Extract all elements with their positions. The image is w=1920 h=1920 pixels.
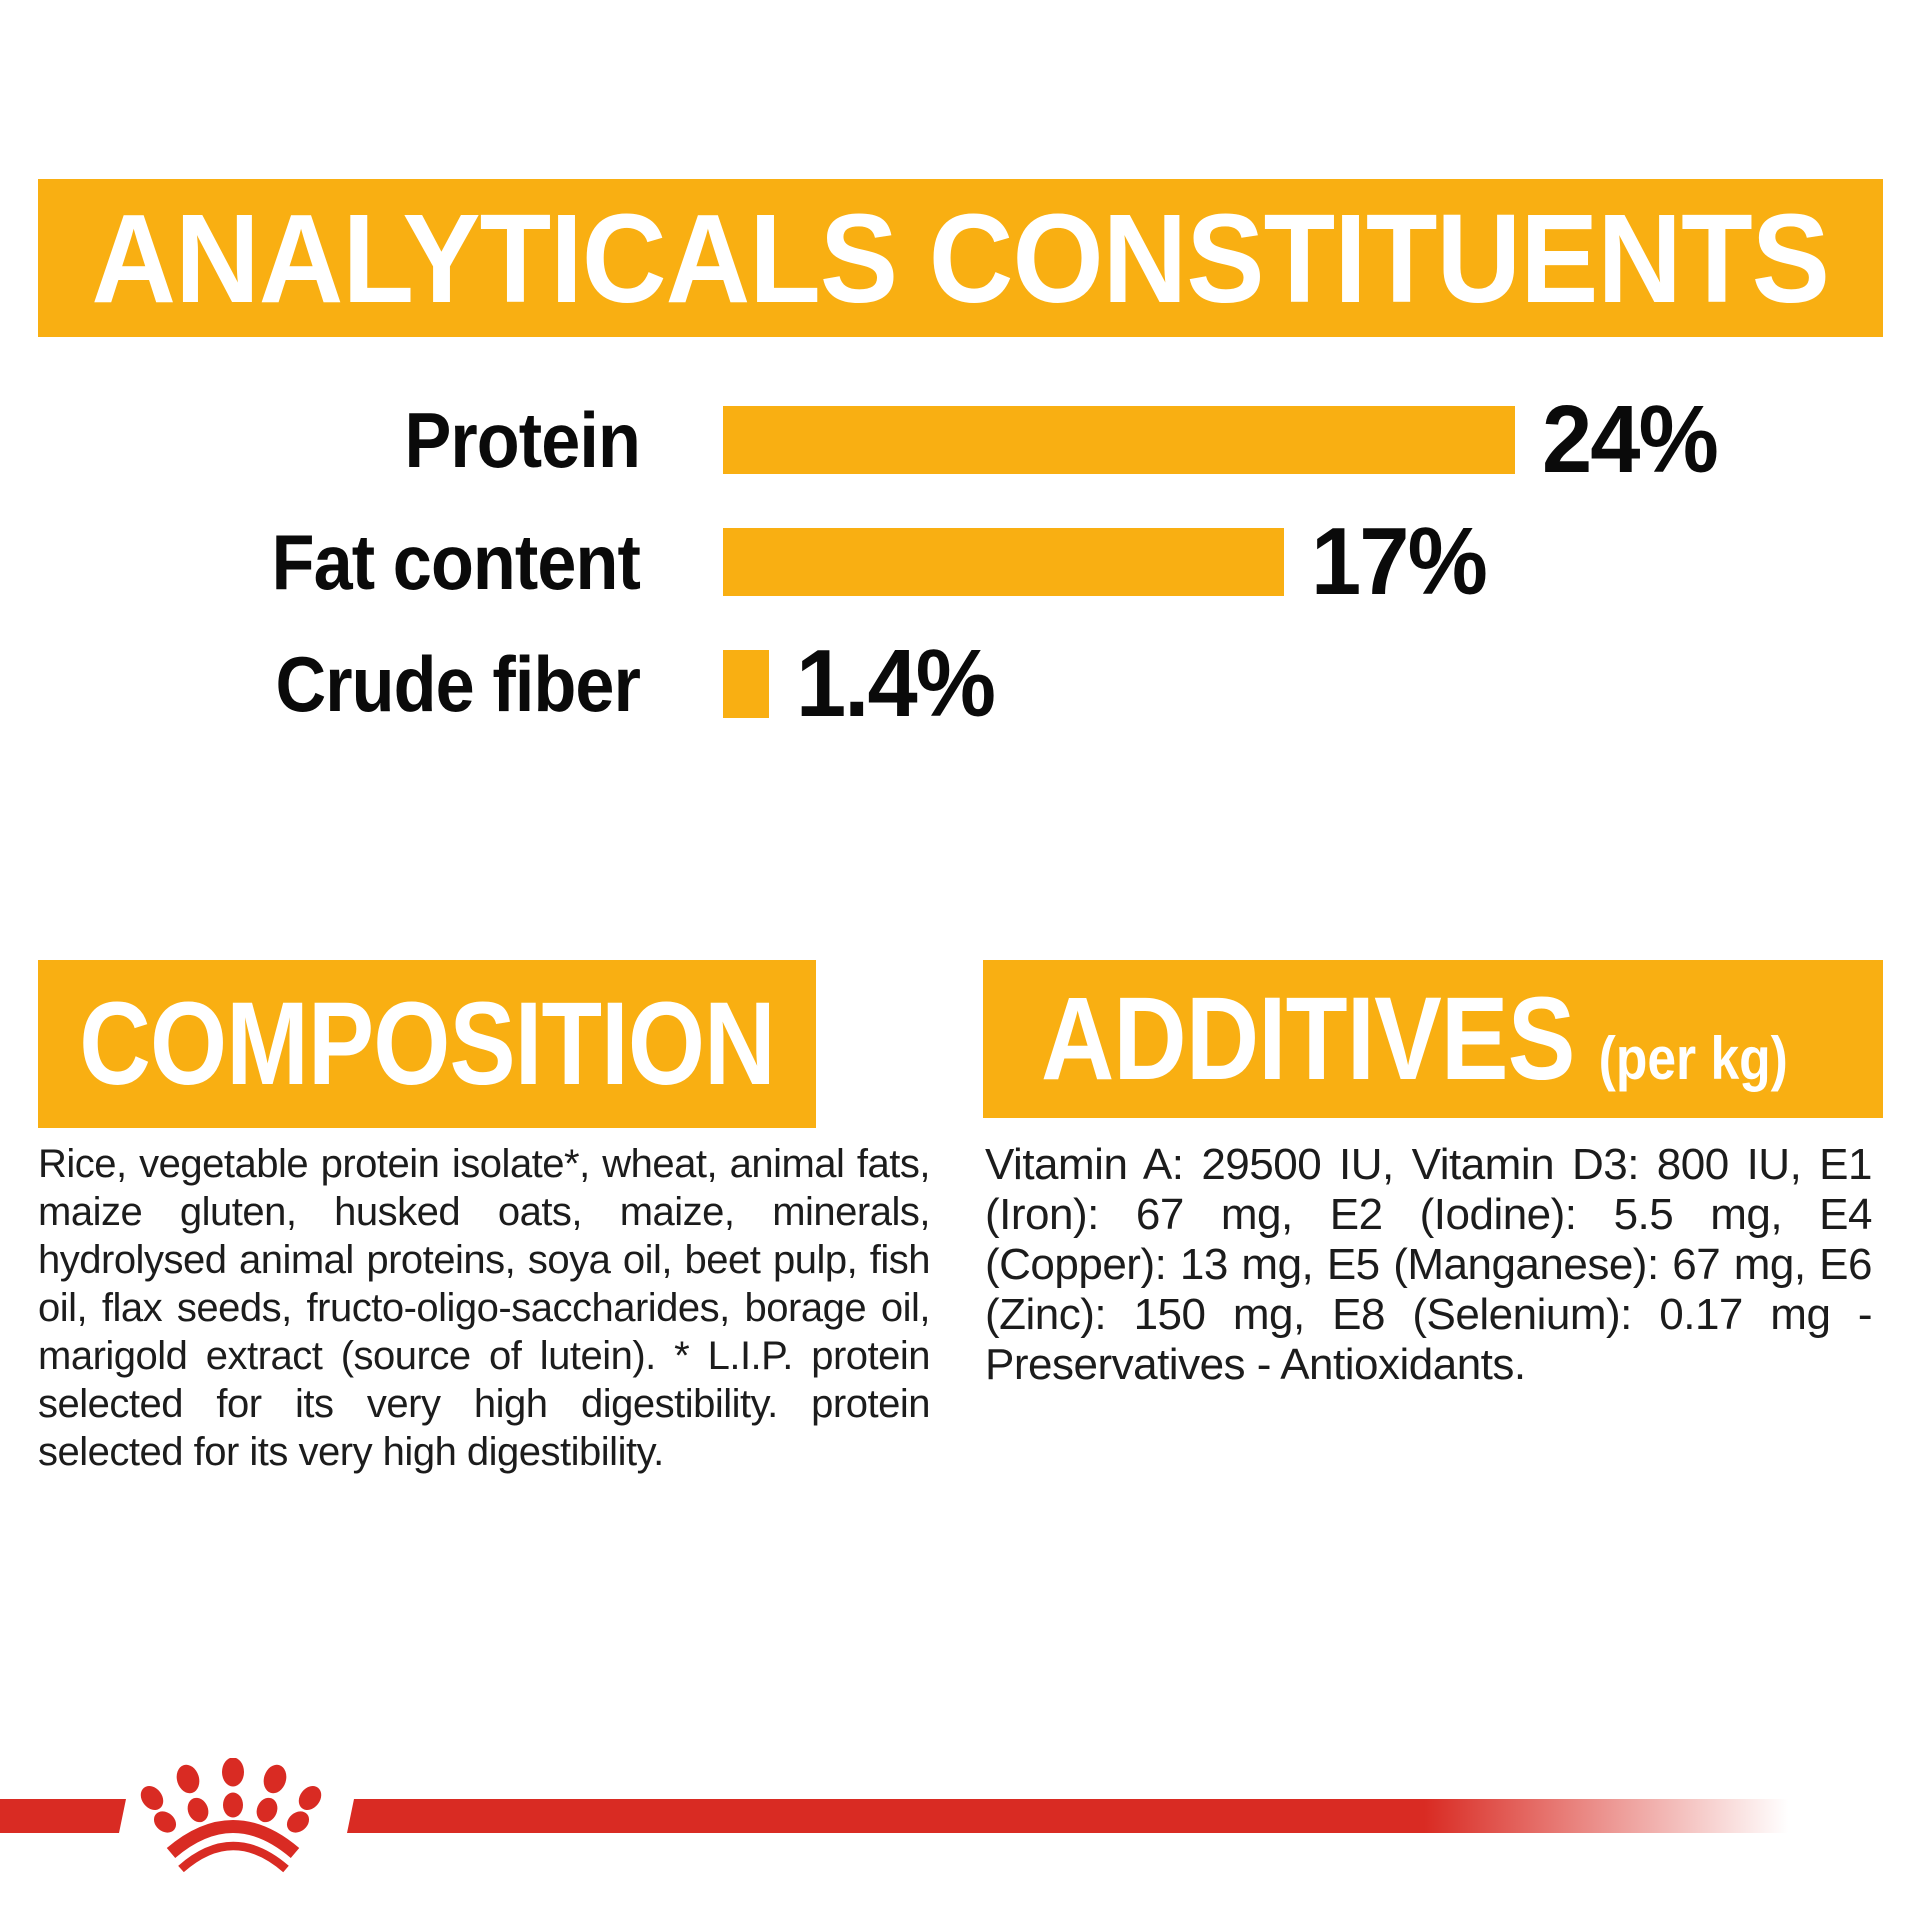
- composition-header-box: COMPOSITION: [38, 960, 816, 1128]
- chart-bar-protein: [723, 406, 1515, 474]
- chart-row-protein: Protein 24%: [0, 386, 1728, 493]
- royal-canin-crown-logo: [140, 1758, 322, 1873]
- brand-band-right: [347, 1799, 1803, 1833]
- chart-label-crude-fiber: Crude fiber: [275, 639, 640, 728]
- additives-body-text: Vitamin A: 29500 IU, Vitamin D3: 800 IU,…: [985, 1140, 1873, 1389]
- chart-bar-fat-content: [723, 528, 1284, 596]
- crown-dots: [140, 1758, 322, 1833]
- additives-title-group: ADDITIVES (per kg): [1041, 971, 1788, 1107]
- additives-title: ADDITIVES: [1041, 973, 1575, 1105]
- chart-value-protein: 24%: [1542, 386, 1719, 493]
- composition-body-text: Rice, vegetable protein isolate*, wheat,…: [38, 1142, 931, 1474]
- analyticals-header-band: ANALYTICALS CONSTITUENTS: [38, 179, 1883, 337]
- additives-header-box: ADDITIVES (per kg): [983, 960, 1883, 1118]
- composition-title: COMPOSITION: [79, 978, 775, 1110]
- chart-row-crude-fiber: Crude fiber 1.4%: [0, 630, 1007, 737]
- brand-band-left: [0, 1799, 126, 1833]
- additives-unit-label: (per kg): [1598, 1025, 1788, 1092]
- chart-value-fat-content: 17%: [1311, 508, 1488, 615]
- chart-label-fat-content: Fat content: [271, 517, 641, 606]
- chart-bar-crude-fiber: [723, 650, 769, 718]
- analyticals-title: ANALYTICALS CONSTITUENTS: [91, 187, 1831, 329]
- chart-label-protein: Protein: [404, 395, 640, 484]
- crown-arc-thick: [166, 1820, 300, 1858]
- chart-row-fat-content: Fat content 17%: [0, 508, 1497, 615]
- chart-value-crude-fiber: 1.4%: [796, 630, 996, 737]
- crown-arc-thin: [178, 1841, 289, 1873]
